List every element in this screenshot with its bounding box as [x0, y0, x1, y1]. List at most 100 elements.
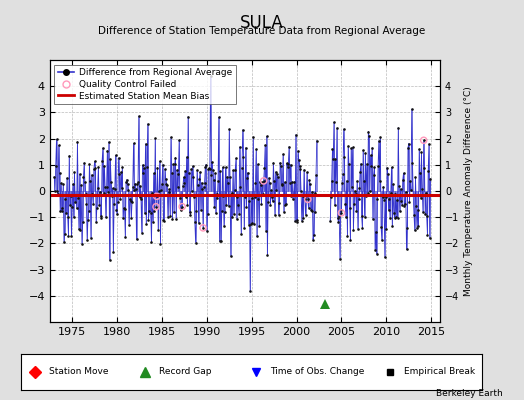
Point: [215, 238, 224, 244]
Point: [138, 162, 147, 168]
Point: [331, 202, 339, 208]
Point: [256, 178, 264, 185]
Point: [254, 195, 263, 202]
Point: [139, 170, 147, 176]
Point: [275, 212, 283, 218]
Point: [216, 168, 224, 174]
Point: [378, 237, 386, 243]
Point: [412, 203, 420, 209]
Point: [200, 180, 209, 186]
Point: [69, 181, 77, 187]
Point: [61, 196, 70, 202]
Point: [363, 161, 371, 167]
Point: [210, 204, 219, 210]
Point: [236, 184, 245, 190]
Point: [296, 163, 304, 170]
Point: [266, 180, 274, 186]
Point: [297, 188, 305, 194]
Point: [241, 194, 249, 200]
Point: [351, 188, 359, 194]
Point: [250, 194, 259, 200]
Point: [420, 164, 429, 171]
Point: [129, 140, 138, 147]
Point: [182, 154, 191, 160]
Point: [408, 160, 417, 166]
Point: [265, 175, 273, 181]
Point: [380, 197, 388, 203]
Point: [203, 228, 211, 234]
Point: [56, 208, 64, 214]
Point: [147, 239, 156, 246]
Point: [50, 174, 59, 180]
Point: [275, 200, 283, 206]
Point: [102, 214, 110, 221]
Point: [207, 171, 215, 178]
Point: [206, 73, 215, 79]
Point: [268, 198, 277, 204]
Point: [183, 202, 192, 209]
Point: [221, 208, 229, 215]
Point: [302, 193, 311, 200]
Point: [189, 163, 197, 170]
Point: [343, 178, 351, 184]
Point: [353, 178, 362, 184]
Text: Record Gap: Record Gap: [159, 368, 212, 376]
Point: [230, 211, 238, 217]
Point: [193, 167, 201, 174]
Point: [417, 149, 425, 156]
Point: [263, 133, 271, 140]
Point: [98, 158, 106, 164]
Point: [247, 221, 255, 228]
Point: [96, 189, 104, 196]
Point: [281, 202, 290, 208]
Point: [105, 139, 113, 145]
Point: [75, 171, 84, 177]
Point: [260, 165, 269, 171]
Point: [114, 155, 123, 161]
Point: [369, 172, 378, 178]
Point: [346, 237, 355, 244]
Point: [258, 179, 266, 185]
Point: [212, 191, 221, 197]
Point: [66, 202, 74, 208]
Point: [178, 204, 187, 210]
Point: [75, 226, 83, 232]
Point: [267, 187, 275, 193]
Point: [369, 216, 377, 222]
Point: [405, 199, 413, 205]
Point: [198, 186, 206, 192]
Point: [72, 192, 80, 199]
Point: [226, 253, 235, 259]
Text: Station Move: Station Move: [49, 368, 108, 376]
Point: [100, 190, 108, 196]
Point: [254, 161, 262, 168]
Point: [331, 156, 340, 162]
Point: [165, 186, 173, 192]
Point: [143, 164, 151, 170]
Point: [56, 170, 64, 176]
Point: [212, 210, 220, 216]
Point: [135, 193, 144, 200]
Point: [192, 208, 201, 214]
Point: [309, 236, 317, 243]
Point: [177, 206, 185, 212]
Point: [146, 192, 154, 198]
Point: [290, 178, 299, 185]
Point: [348, 184, 356, 191]
Point: [237, 231, 245, 237]
Point: [385, 207, 393, 214]
Point: [398, 202, 406, 208]
Point: [152, 204, 160, 210]
Point: [127, 215, 136, 221]
Point: [124, 187, 133, 193]
Point: [140, 210, 149, 216]
Point: [370, 164, 378, 170]
Point: [415, 146, 423, 152]
Point: [271, 212, 279, 218]
Point: [382, 225, 390, 232]
Point: [62, 210, 70, 216]
Point: [303, 196, 312, 202]
Point: [366, 152, 375, 158]
Point: [149, 218, 157, 225]
Point: [381, 194, 390, 201]
